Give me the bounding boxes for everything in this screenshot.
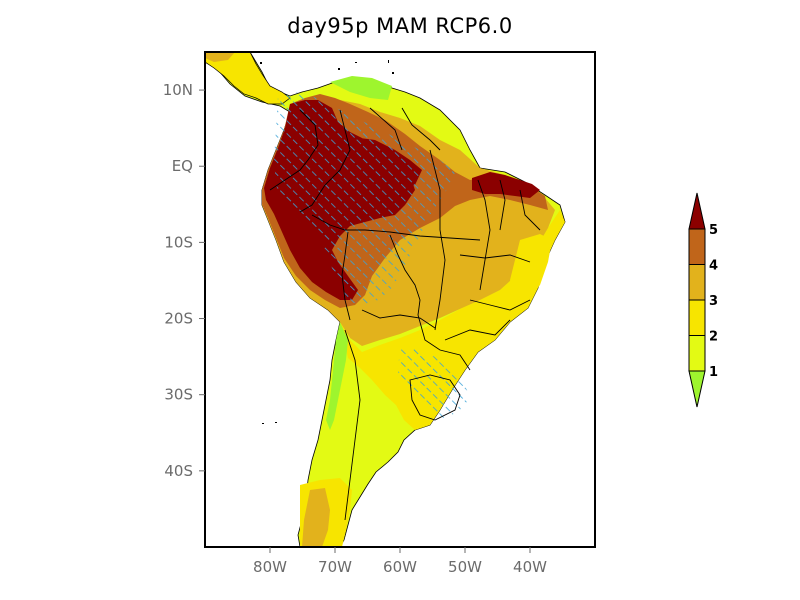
significance-hatching — [274, 92, 455, 306]
map-area — [205, 52, 595, 547]
y-tick-label: 10S — [164, 233, 193, 251]
region-green-chile — [326, 322, 348, 430]
x-tick-label: 60W — [383, 558, 417, 576]
x-axis: 80W 70W 60W 50W 40W — [253, 547, 547, 576]
colorbar-label: 4 — [709, 259, 718, 274]
colorbar-segment — [688, 264, 706, 301]
colorbar-label: 2 — [709, 330, 718, 345]
region-yellow-south — [340, 210, 565, 430]
significance-hatching-south — [398, 345, 470, 420]
region-yellow-east — [510, 234, 552, 300]
colorbar-segment — [688, 228, 706, 265]
y-tick-label: 30S — [164, 386, 193, 404]
y-tick-label: 10N — [163, 81, 193, 99]
colorbar-extend-top — [688, 192, 706, 230]
region-darkred-northeast — [472, 172, 540, 198]
y-tick-label: 20S — [164, 310, 193, 328]
colorbar-extend-bottom — [688, 370, 706, 408]
x-tick-label: 40W — [513, 558, 547, 576]
colorbar-segment — [688, 299, 706, 336]
x-tick-label: 70W — [318, 558, 352, 576]
central-america-orange — [205, 52, 235, 62]
x-tick-label: 80W — [253, 558, 287, 576]
colorbar-label: 1 — [709, 365, 718, 380]
country-borders — [269, 107, 541, 521]
region-green-venezuela — [330, 76, 392, 100]
central-america — [205, 52, 291, 105]
colorbar-label: 3 — [709, 294, 718, 309]
region-patagonia-orange — [302, 488, 330, 547]
colorbar-label: 5 — [709, 223, 718, 238]
caribbean-islands — [260, 60, 394, 424]
y-tick-label: EQ — [172, 157, 193, 175]
chart-title: day95p MAM RCP6.0 — [287, 14, 513, 38]
colorbar: 1 2 3 4 5 — [688, 192, 718, 408]
colorbar-segment — [688, 335, 706, 372]
x-tick-label: 50W — [448, 558, 482, 576]
y-tick-label: 40S — [164, 462, 193, 480]
y-axis: 10N EQ 10S 20S 30S 40S — [163, 81, 205, 480]
